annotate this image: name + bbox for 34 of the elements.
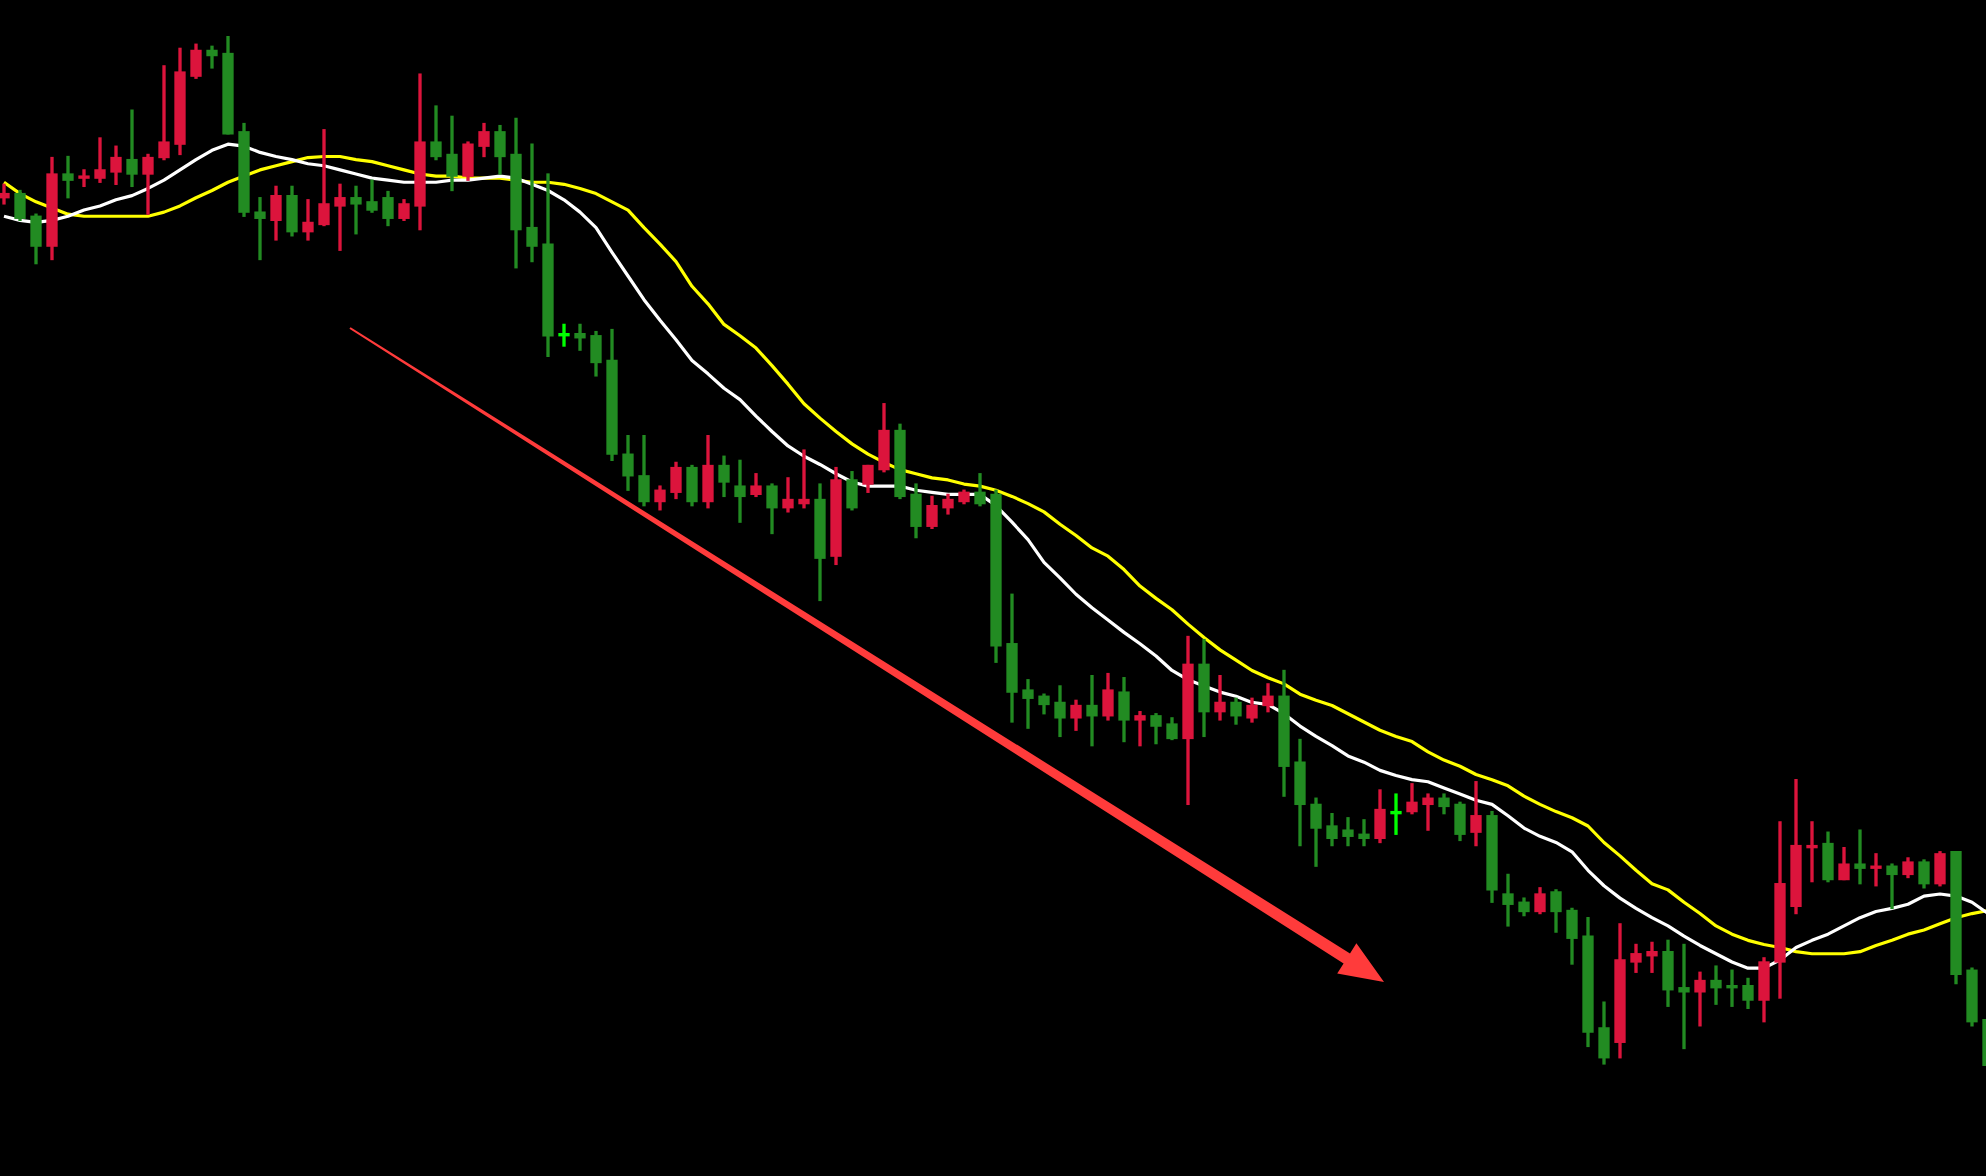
candlestick	[334, 183, 346, 251]
candlestick	[1022, 679, 1034, 729]
candlestick	[1710, 965, 1722, 1005]
candlestick	[254, 197, 266, 261]
candlestick	[318, 129, 330, 227]
candlestick	[1646, 941, 1658, 973]
candlestick	[1502, 873, 1514, 927]
candlestick	[350, 185, 362, 235]
candlestick	[126, 109, 138, 188]
candlestick	[1086, 674, 1098, 747]
candlestick	[558, 323, 570, 347]
candlestick	[734, 459, 746, 523]
candlestick	[1854, 829, 1866, 885]
candlestick	[574, 323, 586, 351]
candlestick	[782, 477, 794, 513]
candlestick	[1390, 793, 1402, 835]
candlestick	[94, 137, 106, 183]
candlestick	[1678, 943, 1690, 1050]
candlestick	[158, 65, 170, 161]
candlestick	[526, 143, 538, 263]
candlestick	[1134, 711, 1146, 747]
candlestick	[0, 183, 10, 205]
candlestick	[1214, 674, 1226, 721]
candlestick	[62, 155, 74, 199]
candlestick	[1886, 863, 1898, 910]
candlestick	[1694, 971, 1706, 1027]
candlestick	[78, 169, 90, 188]
candlestick	[1726, 969, 1738, 1007]
candlestick	[302, 199, 314, 241]
candlestick	[1806, 821, 1818, 883]
candlestick	[1422, 793, 1434, 831]
candlestick	[1358, 819, 1370, 847]
candlestick	[1870, 853, 1882, 887]
candlestick	[798, 449, 810, 509]
